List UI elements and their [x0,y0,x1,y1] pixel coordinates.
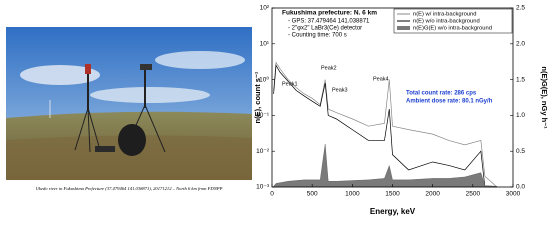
y-tick-label: 10⁰ [259,75,269,83]
rate-annotation: Ambient dose rate: 80.1 nGy/h [406,99,493,105]
figure: Ukedo river in Fukushima Prefecture (37.… [6,5,549,216]
legend-label: n(E) w/ intra-background [413,12,476,18]
legend-label: n(E) w/o intra-background [413,19,480,25]
y2-tick-label: 0.5 [516,148,525,155]
y-tick-label: 10⁻³ [256,184,270,191]
line [273,64,497,188]
annotation: - Counting time: 700 s [288,33,347,39]
x-tick-label: 2000 [425,191,440,198]
y2-tick-label: 0.0 [516,184,525,191]
legend-swatch [397,26,410,30]
peak-label: Peak2 [321,65,337,71]
y-tick-label: 10⁻¹ [256,112,270,119]
legend-box [393,8,513,34]
y-tick-label: 10² [260,5,270,12]
peak-label: Peak4 [373,76,389,82]
photo-caption: Ukedo river in Fukushima Prefecture (37.… [36,186,223,192]
x-tick-label: 1500 [385,191,400,198]
line [273,61,498,188]
x-tick-label: 0 [270,191,274,198]
x-tick-label: 1000 [345,191,360,198]
chart-title: Fukushima prefecture: N. 6 km [282,10,377,17]
photo [6,27,252,180]
x-tick-label: 3000 [506,191,521,198]
y-tick-label: 10¹ [260,41,270,48]
y2-tick-label: 1.5 [516,76,525,83]
annotation: - GPS: 37.479464 141.038871 [288,19,370,25]
annotation: - 2"φx2" LaBr3(Ce) detector [288,26,362,32]
x-tick-label: 500 [307,191,318,198]
y-axis-label: n(E), count s⁻¹ [253,71,262,123]
peak-label: Peak3 [332,87,348,93]
legend-label: n(E)G(E) w/o intra-background [413,26,492,32]
area [273,144,498,188]
y2-tick-label: 2.0 [516,41,525,48]
y-tick-label: 10⁻² [256,148,270,155]
rate-annotation: Total count rate: 286 cps [406,91,477,97]
x-tick-label: 2500 [466,191,481,198]
y2-tick-label: 2.5 [516,5,525,12]
y2-tick-label: 1.0 [516,112,525,119]
peak-label: Peak1 [282,81,298,87]
x-axis-label: Energy, keV [370,207,416,216]
y2-axis-label: n(E)G(E), nGy h⁻¹ [540,66,549,129]
